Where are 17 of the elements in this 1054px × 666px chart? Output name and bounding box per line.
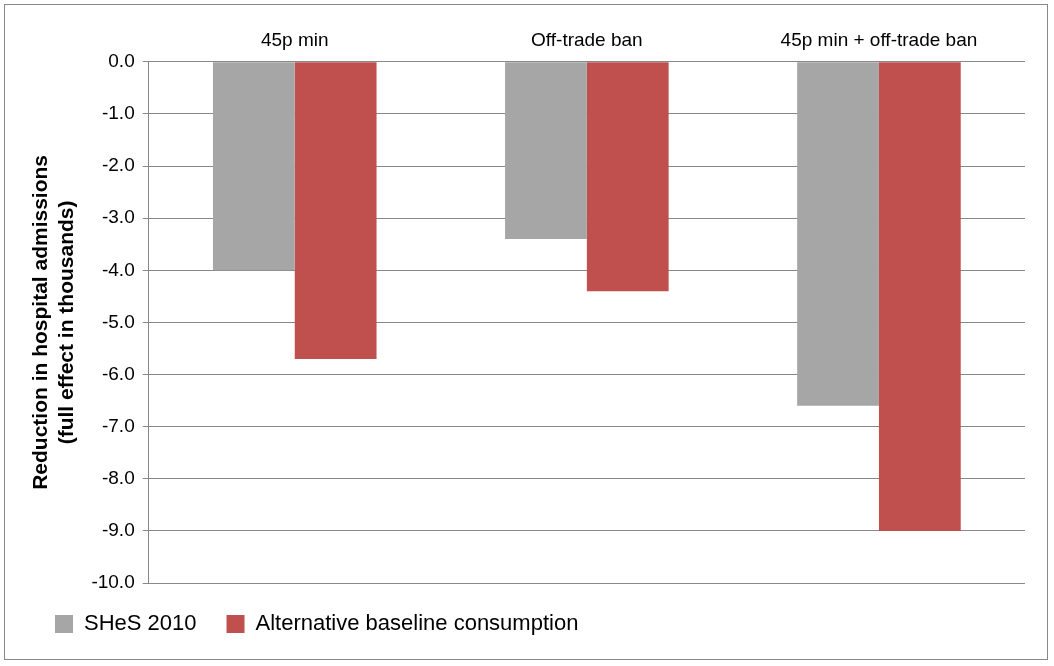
y-tick-label: 0.0: [108, 50, 135, 72]
y-tick-label: -2.0: [101, 154, 135, 176]
y-tick-label: -9.0: [101, 519, 135, 541]
y-tick-label: -10.0: [91, 571, 135, 593]
legend-label: SHeS 2010: [84, 610, 197, 636]
y-tick-label: -1.0: [101, 102, 135, 124]
x-tick-label: 45p min: [260, 28, 329, 50]
legend-label: Alternative baseline consumption: [255, 610, 579, 636]
x-tick-label: 45p min + off-trade ban: [780, 28, 978, 50]
y-tick-label: -7.0: [101, 414, 135, 436]
x-tick-label: Off-trade ban: [531, 28, 643, 50]
y-tick-label: -3.0: [101, 206, 135, 228]
y-tick-label: -8.0: [101, 466, 135, 488]
y-tick-label: -4.0: [101, 258, 135, 280]
y-axis-title: Reduction in hospital admissions (full effect in thousands): [28, 154, 77, 490]
y-tick-label: -5.0: [101, 310, 135, 332]
y-tick-label: -6.0: [101, 362, 135, 384]
